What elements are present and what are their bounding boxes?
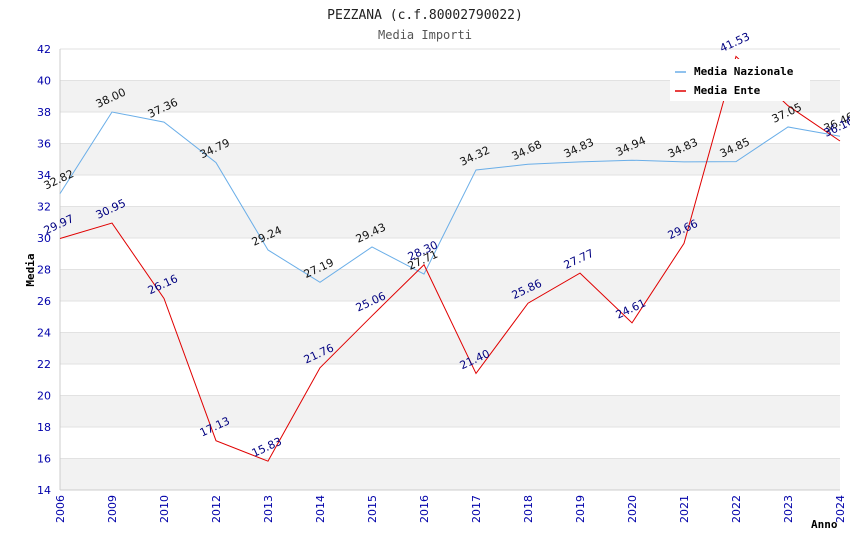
series-line-nazionale	[59, 111, 841, 283]
chart-subtitle: Media Importi	[378, 28, 472, 42]
grid-band	[60, 395, 840, 427]
y-tick-label: 14	[37, 484, 51, 497]
x-tick-label: 2015	[366, 495, 379, 523]
x-axis-label: Anno	[811, 518, 838, 531]
data-label-ente: 41.53	[718, 30, 752, 55]
grid-band	[60, 458, 840, 490]
y-tick-label: 22	[37, 358, 51, 371]
y-tick-label: 30	[37, 232, 51, 245]
legend-label-ente: Media Ente	[694, 84, 761, 97]
y-tick-label: 20	[37, 390, 51, 403]
y-tick-label: 36	[37, 138, 51, 151]
x-tick-label: 2020	[626, 495, 639, 523]
legend-label-nazionale: Media Nazionale	[694, 65, 794, 78]
chart-title: PEZZANA (c.f.80002790022)	[327, 8, 523, 23]
x-tick-label: 2014	[314, 495, 327, 523]
x-tick-label: 2012	[210, 495, 223, 523]
series-lines	[59, 55, 841, 462]
y-tick-label: 40	[37, 75, 51, 88]
series-line-ente	[59, 55, 841, 462]
x-tick-label: 2022	[730, 495, 743, 523]
y-tick-label: 34	[37, 169, 51, 182]
x-tick-label: 2009	[106, 495, 119, 523]
y-tick-label: 24	[37, 327, 51, 340]
y-tick-label: 32	[37, 201, 51, 214]
legend: Media Nazionale Media Ente	[670, 59, 810, 101]
y-tick-label: 26	[37, 295, 51, 308]
x-tick-label: 2018	[522, 495, 535, 523]
grid-band	[60, 332, 840, 364]
x-tick-label: 2024	[834, 495, 847, 523]
y-tick-label: 28	[37, 264, 51, 277]
y-tick-label: 16	[37, 453, 51, 466]
legend-box	[670, 59, 810, 101]
y-tick-labels: 14 16 18 20 22 24 26 28 30 32 34 36 38 40 42	[37, 43, 51, 497]
x-tick-label: 2010	[158, 495, 171, 523]
x-tick-label: 2016	[418, 495, 431, 523]
data-label-ente: 27.77	[562, 247, 596, 272]
y-tick-label: 42	[37, 43, 51, 56]
x-tick-label: 2006	[54, 495, 67, 523]
y-axis-label: Media	[24, 253, 37, 286]
x-tick-label: 2013	[262, 495, 275, 523]
data-label-ente: 15.83	[250, 435, 284, 460]
x-tick-label: 2023	[782, 495, 795, 523]
axes	[59, 49, 840, 491]
grid-bands	[60, 80, 840, 490]
y-tick-label: 18	[37, 421, 51, 434]
grid-band	[60, 269, 840, 301]
x-tick-label: 2017	[470, 495, 483, 523]
x-tick-label: 2019	[574, 495, 587, 523]
x-tick-label: 2021	[678, 495, 691, 523]
x-tick-labels: 2006 2009 2010 2012 2013 2014 2015 2016 2017 2018…	[54, 495, 847, 523]
y-tick-label: 38	[37, 106, 51, 119]
